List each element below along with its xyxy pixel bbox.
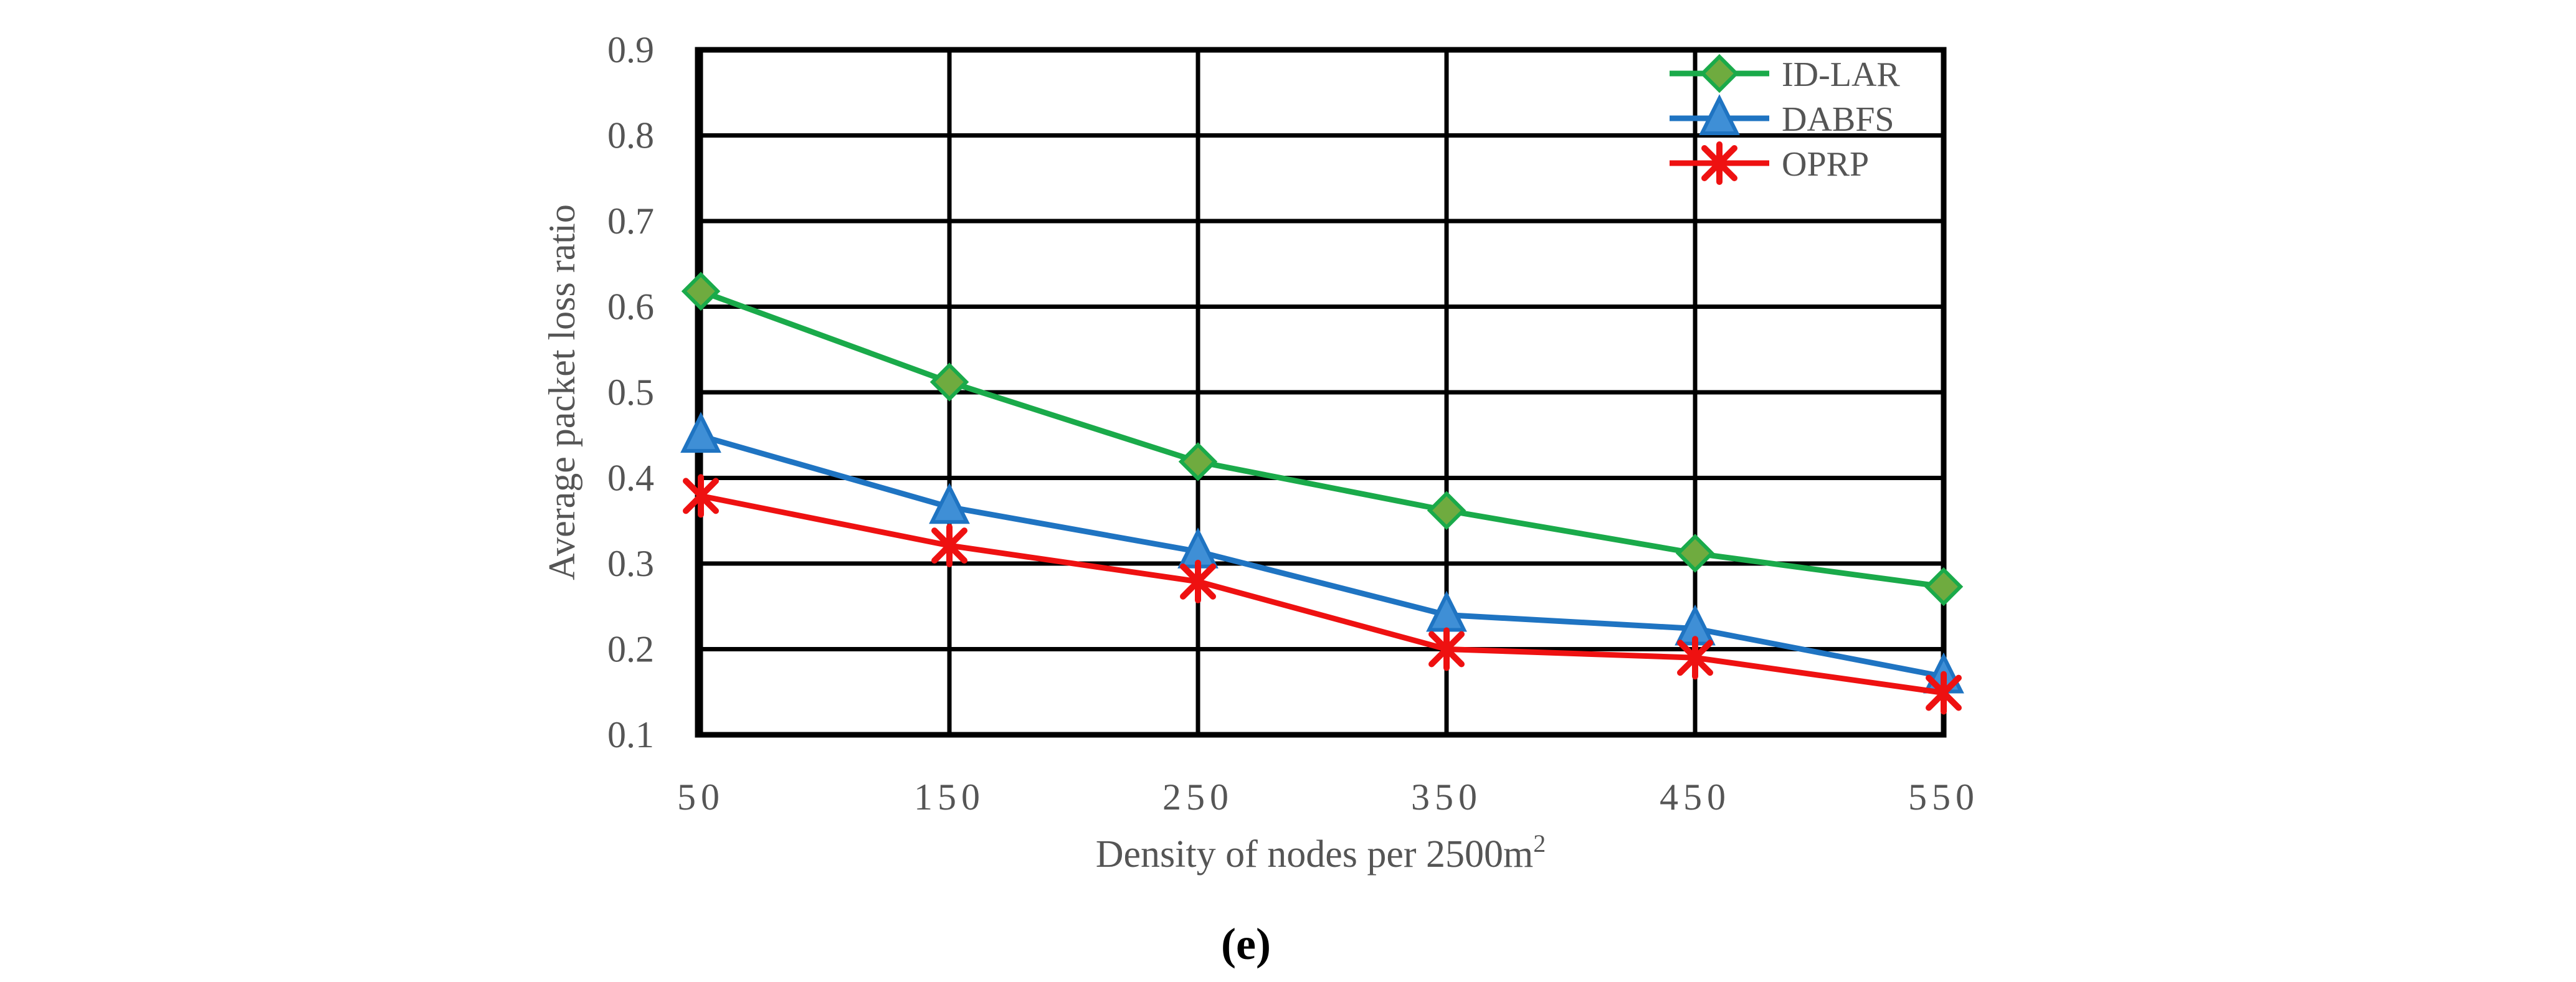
y-tick-label: 0.7 — [607, 201, 654, 242]
x-tick-label: 250 — [1162, 777, 1233, 818]
data-point — [931, 524, 967, 568]
y-tick-label: 0.5 — [607, 372, 654, 413]
legend-marker — [1699, 54, 1739, 93]
y-tick-label: 0.1 — [607, 714, 654, 755]
series-layer — [680, 271, 1964, 715]
legend-item: ID-LAR — [1670, 54, 1900, 94]
y-tick-label: 0.8 — [607, 115, 654, 156]
data-point — [1926, 671, 1962, 715]
data-point — [1428, 627, 1465, 671]
data-point — [680, 412, 721, 453]
series-line — [700, 433, 1944, 679]
y-tick-label: 0.3 — [607, 543, 654, 584]
x-tick-label: 150 — [914, 777, 985, 818]
y-axis-ticks: 0.9 0.8 0.7 0.6 0.5 0.4 0.3 0.2 0.1 — [607, 29, 654, 755]
x-axis-label-text: Density of nodes per 2500m — [1096, 833, 1534, 876]
series-oprp — [683, 474, 1962, 715]
legend-marker — [1699, 94, 1740, 135]
series-id-lar — [681, 271, 1964, 607]
y-tick-label: 0.6 — [607, 286, 654, 328]
data-point — [1180, 559, 1216, 603]
data-point — [929, 362, 969, 402]
series-line — [700, 493, 1944, 696]
x-tick-label: 450 — [1660, 777, 1731, 818]
data-point — [1178, 442, 1218, 481]
x-tick-label: 350 — [1411, 777, 1482, 818]
data-point — [1677, 636, 1713, 680]
x-tick-label: 50 — [677, 777, 725, 818]
legend-marker — [1701, 141, 1737, 185]
legend-item: OPRP — [1670, 141, 1869, 185]
x-axis-ticks: 50 150 250 350 450 550 — [677, 777, 1979, 818]
x-axis-label: Density of nodes per 2500m2 — [1096, 829, 1546, 876]
y-tick-label: 0.2 — [607, 629, 654, 670]
data-point — [683, 474, 719, 518]
legend-item: DABFS — [1670, 94, 1894, 139]
y-tick-label: 0.4 — [607, 458, 654, 499]
data-point — [1924, 567, 1964, 607]
data-point — [1427, 491, 1466, 530]
legend: ID-LAR DABFS OPRP — [1670, 54, 1900, 185]
series-line — [700, 288, 1944, 590]
figure-caption: (e) — [1221, 919, 1271, 969]
plot-frame — [695, 47, 1947, 738]
x-axis-label-superscript: 2 — [1533, 829, 1546, 857]
legend-label: ID-LAR — [1782, 55, 1900, 94]
legend-label: DABFS — [1782, 100, 1894, 139]
data-point — [929, 483, 970, 524]
legend-label: OPRP — [1782, 145, 1869, 184]
y-tick-label: 0.9 — [607, 29, 654, 70]
y-axis-label: Average packet loss ratio — [541, 204, 582, 580]
data-point — [681, 271, 721, 311]
data-point — [1675, 534, 1715, 573]
grid — [698, 47, 1946, 737]
x-tick-label: 550 — [1908, 777, 1979, 818]
